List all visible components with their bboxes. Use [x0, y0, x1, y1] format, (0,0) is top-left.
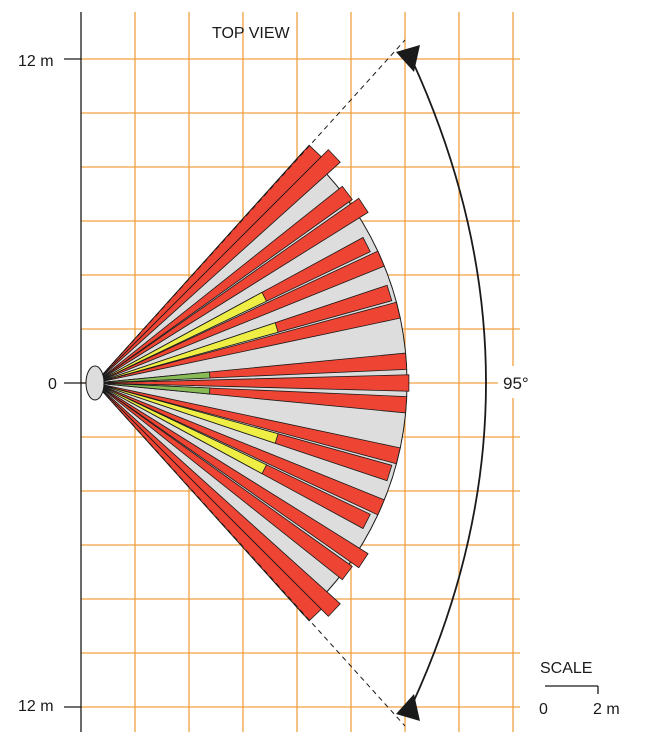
detection-finger-red: [94, 149, 341, 384]
detection-finger-yellow: [94, 322, 279, 384]
sensor-icon: [85, 365, 105, 401]
angle-arc: [396, 45, 487, 721]
detection-finger-red: [94, 374, 410, 392]
detection-finger-red: [94, 382, 353, 581]
detection-finger-red: [94, 185, 353, 384]
scale-start-label: 0: [539, 701, 548, 718]
detection-finger-red: [94, 382, 369, 569]
detection-fingers: [94, 144, 410, 622]
detection-finger-red: [94, 382, 385, 516]
angle-label-bg: [498, 366, 550, 398]
scale-title: SCALE: [540, 660, 592, 677]
detection-finger-red: [94, 301, 401, 384]
detection-finger-yellow: [94, 382, 279, 444]
angle-label: 95°: [503, 374, 529, 393]
bottom-range-label: 12 m: [18, 698, 54, 715]
scale-bar: [545, 685, 599, 694]
detection-finger-red: [94, 382, 401, 465]
detection-finger-red: [94, 250, 385, 384]
detection-finger-yellow: [94, 382, 268, 475]
top-range-label: 12 m: [18, 53, 54, 70]
center-label: 0: [48, 376, 57, 393]
diagram-title: TOP VIEW: [212, 25, 291, 42]
detection-finger-yellow: [94, 291, 268, 384]
scale-end-label: 2 m: [593, 701, 620, 718]
detection-finger-green: [94, 382, 211, 395]
angle-arc-line: [411, 59, 487, 706]
detection-finger-red: [94, 197, 369, 384]
detection-finger-red: [94, 382, 322, 622]
detection-finger-green: [94, 371, 211, 384]
arrowhead-bottom: [396, 694, 420, 721]
arrowhead-top: [396, 45, 420, 72]
